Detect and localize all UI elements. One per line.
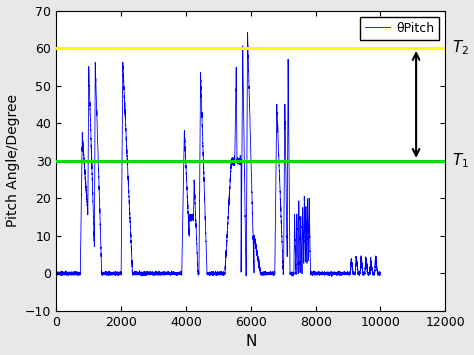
θPitch	[362, 272, 368, 276]
θPitch	[277, 184, 283, 189]
θPitch	[243, 247, 248, 251]
θPitch	[245, 31, 250, 35]
X-axis label: N: N	[245, 334, 256, 349]
Line: θPitch: θPitch	[56, 33, 381, 277]
Y-axis label: Pitch Angle/Degree: Pitch Angle/Degree	[6, 94, 19, 227]
θPitch	[273, 196, 279, 200]
Legend: θPitch: θPitch	[360, 17, 439, 40]
Text: $T_2$: $T_2$	[452, 39, 469, 58]
θPitch	[54, 272, 59, 277]
Text: $T_1$: $T_1$	[452, 152, 469, 170]
θPitch	[117, 272, 123, 276]
θPitch	[328, 274, 334, 279]
θPitch	[378, 272, 383, 276]
θPitch	[87, 91, 92, 95]
